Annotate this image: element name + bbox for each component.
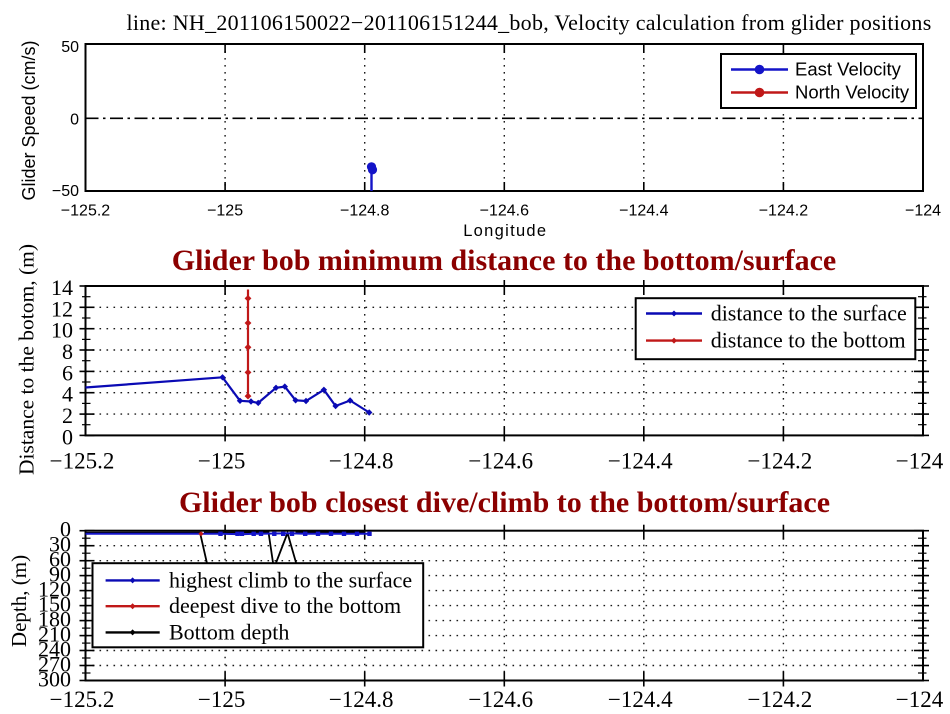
svg-text:Bottom depth: Bottom depth	[169, 619, 289, 644]
svg-text:line: NH_201106150022−20110615: line: NH_201106150022−201106151244_bob, …	[126, 10, 931, 35]
svg-text:−124.8: −124.8	[329, 687, 394, 712]
svg-text:−124.2: −124.2	[748, 449, 813, 474]
svg-text:2: 2	[62, 403, 73, 428]
svg-text:270: 270	[38, 652, 71, 677]
svg-text:150: 150	[38, 592, 71, 617]
svg-text:−124.2: −124.2	[748, 687, 813, 712]
svg-text:−125.2: −125.2	[50, 449, 115, 474]
svg-text:12: 12	[51, 296, 73, 321]
svg-text:−125: −125	[207, 203, 243, 220]
svg-text:−125.2: −125.2	[61, 203, 110, 220]
svg-text:30: 30	[49, 532, 71, 557]
svg-text:60: 60	[49, 547, 71, 572]
svg-text:Glider bob minimum distance to: Glider bob minimum distance to the botto…	[172, 244, 836, 277]
svg-text:−124.4: −124.4	[608, 687, 673, 712]
svg-text:−124.2: −124.2	[759, 203, 808, 220]
svg-text:14: 14	[51, 275, 73, 300]
svg-text:50: 50	[61, 39, 79, 56]
svg-text:−124.4: −124.4	[608, 449, 673, 474]
svg-text:0: 0	[60, 517, 71, 542]
svg-text:10: 10	[51, 318, 73, 343]
svg-text:Longitude: Longitude	[463, 222, 547, 240]
svg-text:−125.2: −125.2	[50, 687, 115, 712]
svg-text:−124.6: −124.6	[468, 449, 533, 474]
svg-text:Distance to the botom, (m): Distance to the botom, (m)	[15, 244, 39, 475]
svg-text:−124.8: −124.8	[329, 449, 394, 474]
svg-text:−124.6: −124.6	[480, 203, 529, 220]
svg-text:distance to the bottom: distance to the bottom	[711, 328, 906, 353]
svg-text:0: 0	[62, 424, 73, 449]
svg-text:−124.4: −124.4	[619, 203, 668, 220]
svg-text:240: 240	[38, 637, 71, 662]
svg-text:−125: −125	[198, 449, 245, 474]
svg-text:−125: −125	[198, 687, 245, 712]
svg-text:distance to the surface: distance to the surface	[711, 301, 907, 326]
svg-text:−50: −50	[52, 183, 79, 200]
svg-text:highest climb to the surface: highest climb to the surface	[169, 567, 412, 592]
svg-text:Glider bob closest dive/climb: Glider bob closest dive/climb to the bot…	[179, 486, 830, 519]
svg-text:−124.8: −124.8	[340, 203, 389, 220]
svg-text:210: 210	[38, 622, 71, 647]
svg-text:−124: −124	[896, 687, 944, 712]
svg-text:−124: −124	[896, 449, 944, 474]
svg-text:4: 4	[62, 382, 73, 407]
svg-text:8: 8	[62, 339, 73, 364]
svg-text:East Velocity: East Velocity	[795, 59, 902, 80]
svg-text:120: 120	[38, 577, 71, 602]
svg-text:−124.6: −124.6	[468, 687, 533, 712]
svg-text:6: 6	[62, 360, 73, 385]
svg-text:180: 180	[38, 607, 71, 632]
svg-text:deepest dive to the bottom: deepest dive to the bottom	[169, 593, 401, 618]
svg-text:Depth, (m): Depth, (m)	[7, 555, 31, 647]
svg-text:North Velocity: North Velocity	[795, 82, 910, 103]
svg-text:300: 300	[38, 667, 71, 692]
svg-text:0: 0	[70, 111, 79, 128]
svg-text:Glider Speed (cm/s): Glider Speed (cm/s)	[19, 40, 39, 200]
svg-text:90: 90	[49, 562, 71, 587]
svg-text:−124: −124	[905, 203, 941, 220]
